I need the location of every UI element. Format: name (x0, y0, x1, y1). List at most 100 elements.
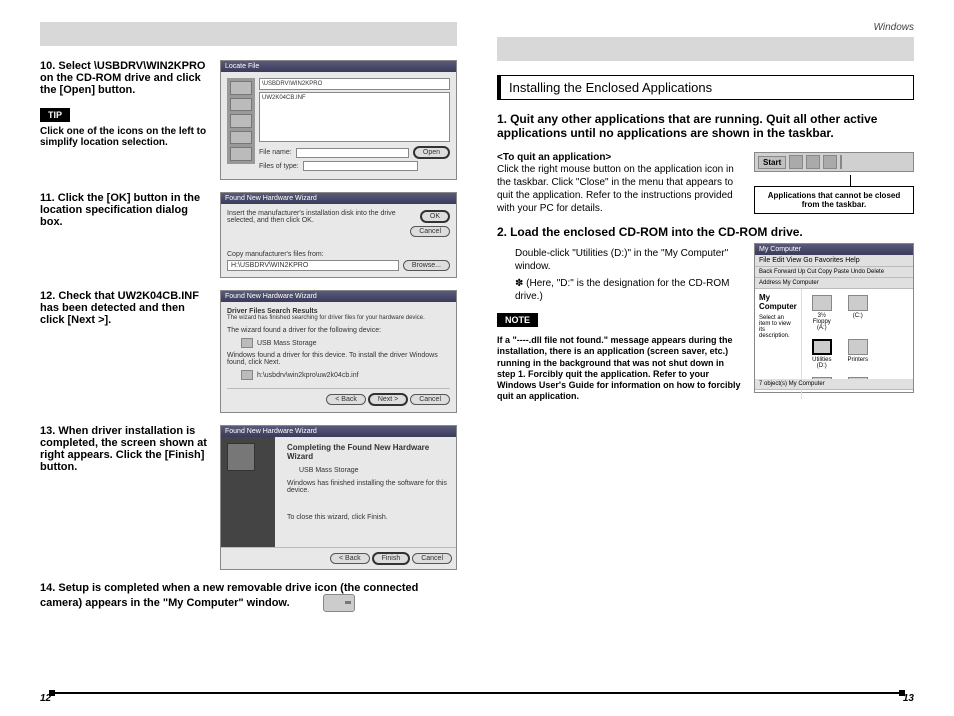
step-number: 12. (40, 290, 55, 302)
step-12: 12. Check that UW2K04CB.INF has been det… (40, 290, 457, 413)
quit-heading: <To quit an application> (497, 152, 742, 163)
places-icon (230, 114, 252, 128)
filetype-input (303, 161, 418, 171)
section-title: Installing the Enclosed Applications (497, 75, 914, 100)
footer-rule (55, 692, 899, 694)
open-button[interactable]: Open (413, 146, 450, 159)
finish-button[interactable]: Finish (372, 552, 411, 565)
finish-msg: Windows has finished installing the soft… (287, 480, 450, 494)
taskbar-callout: Applications that cannot be closed from … (754, 186, 914, 214)
window-menubar: File Edit View Go Favorites Help (755, 255, 913, 267)
step-body: Setup is completed when a new removable … (40, 582, 418, 609)
lookin-field: \USBDRV\WIN2KPRO (259, 78, 450, 90)
window-title: My Computer (755, 244, 913, 255)
cancel-button[interactable]: Cancel (410, 226, 450, 237)
grey-header-bar-left (40, 22, 457, 46)
dialog-sub: The wizard has finished searching for dr… (227, 315, 450, 321)
my-computer-window: My Computer File Edit View Go Favorites … (754, 243, 914, 393)
folder-icon-dialup[interactable]: Dial-Up Networking (844, 377, 872, 379)
file-list: UW2K04CB.INF (259, 92, 450, 142)
filename-label: File name: (259, 149, 292, 156)
step-body: Click the [OK] button in the location sp… (40, 192, 200, 228)
dialog-title: Found New Hardware Wizard (221, 426, 456, 437)
note-badge: NOTE (497, 313, 538, 327)
msg1: The wizard found a driver for the follow… (227, 327, 450, 334)
quit-app-row: <To quit an application> Click the right… (497, 152, 914, 215)
taskbar-icon (806, 155, 820, 169)
removable-drive-icon (323, 594, 355, 612)
next-button[interactable]: Next > (368, 393, 408, 406)
ok-button[interactable]: OK (420, 210, 450, 223)
page-number-left: 12 (40, 693, 51, 704)
step-1: 1. Quit any other applications that are … (497, 112, 914, 140)
places-icon (230, 98, 252, 112)
step-11: 11. Click the [OK] button in the locatio… (40, 192, 457, 278)
location-dialog: Found New Hardware Wizard Insert the man… (220, 192, 457, 278)
back-button[interactable]: < Back (326, 394, 366, 405)
folder-icon-control-panel[interactable]: Control Panel (808, 377, 836, 379)
places-icon (230, 81, 252, 95)
cancel-button[interactable]: Cancel (412, 553, 452, 564)
device-name: USB Mass Storage (299, 467, 450, 474)
filetype-label: Files of type: (259, 163, 299, 170)
window-toolbar: Back Forward Up Cut Copy Paste Undo Dele… (755, 267, 913, 278)
dialog-title: Locate File (221, 61, 456, 72)
back-button[interactable]: < Back (330, 553, 370, 564)
path-field: H:\USBDRV\WIN2KPRO (227, 260, 399, 271)
step-number: 14. (40, 582, 55, 594)
step-number: 11. (40, 192, 55, 204)
msg2: Windows found a driver for this device. … (227, 352, 450, 366)
finish-dialog: Found New Hardware Wizard Completing the… (220, 425, 457, 570)
step-number: 13. (40, 425, 55, 437)
step-body: Quit any other applications that are run… (497, 112, 877, 140)
step-body: Select \USBDRV\WIN2KPRO on the CD-ROM dr… (40, 60, 205, 96)
filename-input (296, 148, 409, 158)
step-10: 10. Select \USBDRV\WIN2KPRO on the CD-RO… (40, 60, 457, 180)
step-number: 1. (497, 112, 507, 126)
wizard-graphic-icon (227, 443, 255, 471)
copy-from-label: Copy manufacturer's files from: (227, 251, 450, 258)
browse-button[interactable]: Browse... (403, 260, 450, 271)
step-body: Load the enclosed CD-ROM into the CD-ROM… (510, 225, 803, 239)
folder-icon-printers[interactable]: Printers (844, 339, 872, 369)
step-number: 2. (497, 225, 507, 239)
taskbar-mock: Start (754, 152, 914, 172)
dialog-title: Found New Hardware Wizard (221, 291, 456, 302)
side-title: My Computer (759, 293, 797, 311)
drive-icon-floppy[interactable]: 3½ Floppy (A:) (808, 295, 836, 331)
dialog-heading: Driver Files Search Results (227, 308, 450, 315)
cancel-button[interactable]: Cancel (410, 394, 450, 405)
close-msg: To close this wizard, click Finish. (287, 514, 450, 521)
search-results-dialog: Found New Hardware Wizard Driver Files S… (220, 290, 457, 413)
side-text: Select an item to view its description. (759, 315, 797, 339)
step2-sub1: Double-click "Utilities (D:)" in the "My… (515, 247, 742, 273)
quit-body: Click the right mouse button on the appl… (497, 163, 742, 215)
note-text: If a "----.dll file not found." message … (497, 335, 742, 403)
tip-text: Click one of the icons on the left to si… (40, 126, 210, 148)
step-14: 14. Setup is completed when a new remova… (40, 582, 457, 612)
places-icon (230, 131, 252, 145)
taskbar-icon (823, 155, 837, 169)
start-button[interactable]: Start (758, 156, 786, 169)
tip-badge: TIP (40, 108, 70, 122)
section-header-label: Windows (497, 22, 914, 33)
step-number: 10. (40, 60, 55, 72)
step-body: When driver installation is completed, t… (40, 425, 207, 473)
drive-icon-utilities-d[interactable]: Utilities (D:) (808, 339, 836, 369)
dialog-title: Found New Hardware Wizard (221, 193, 456, 204)
step-body: Check that UW2K04CB.INF has been detecte… (40, 290, 199, 326)
drive-icon-c[interactable]: (C:) (844, 295, 872, 331)
address-bar: Address My Computer (755, 278, 913, 289)
page-number-right: 13 (903, 693, 914, 704)
step-2-detail: Double-click "Utilities (D:)" in the "My… (497, 243, 914, 403)
device-icon (241, 338, 253, 348)
left-page: 10. Select \USBDRV\WIN2KPRO on the CD-RO… (40, 22, 457, 624)
taskbar-divider (840, 155, 842, 169)
step-2: 2. Load the enclosed CD-ROM into the CD-… (497, 225, 914, 239)
places-icon (230, 147, 252, 161)
dialog-message: Insert the manufacturer's installation d… (227, 210, 404, 237)
file-icon (241, 370, 253, 380)
inf-path: h:\usbdrv\win2kpro\uw2k04cb.inf (257, 372, 359, 379)
device-name: USB Mass Storage (257, 340, 317, 347)
grey-header-bar-right (497, 37, 914, 61)
